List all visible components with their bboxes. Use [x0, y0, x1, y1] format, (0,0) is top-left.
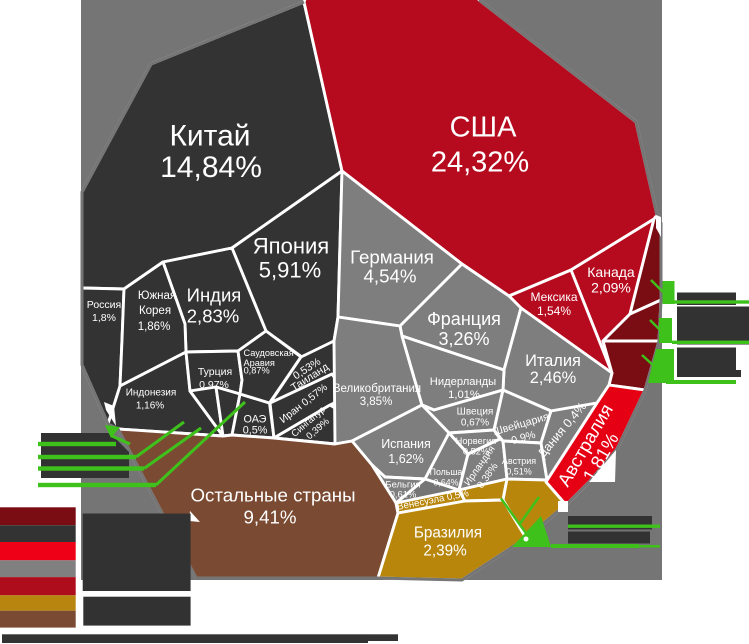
svg-text:2,09%: 2,09%	[591, 280, 631, 296]
svg-text:США: США	[450, 112, 518, 144]
svg-text:Нидерланды: Нидерланды	[430, 376, 496, 388]
svg-text:Польша: Польша	[430, 467, 463, 477]
svg-text:0,87%: 0,87%	[244, 366, 270, 376]
svg-text:Великобритания: Великобритания	[333, 383, 421, 395]
svg-text:Россия: Россия	[87, 299, 121, 311]
svg-text:2,83%: 2,83%	[187, 306, 239, 327]
svg-text:1,54%: 1,54%	[537, 304, 571, 318]
svg-text:Остальные страны: Остальные страны	[190, 485, 355, 506]
svg-text:Бразилия: Бразилия	[414, 525, 482, 542]
svg-text:Австрия: Австрия	[502, 456, 536, 466]
svg-text:Китай: Китай	[169, 120, 250, 153]
svg-text:Турция: Турция	[198, 366, 232, 378]
svg-text:Канада: Канада	[587, 264, 635, 280]
svg-text:1,62%: 1,62%	[388, 452, 423, 466]
svg-text:Швеция: Швеция	[457, 407, 494, 418]
svg-text:14,84%: 14,84%	[160, 151, 262, 184]
svg-text:9,41%: 9,41%	[244, 507, 297, 528]
svg-text:2,39%: 2,39%	[423, 543, 467, 560]
svg-text:Германия: Германия	[350, 247, 434, 268]
svg-text:Мексика: Мексика	[530, 290, 577, 304]
svg-text:1,01%: 1,01%	[448, 389, 480, 401]
svg-text:Аравия: Аравия	[244, 358, 275, 368]
svg-text:Саудовская: Саудовская	[244, 348, 294, 358]
svg-text:Япония: Япония	[253, 234, 329, 259]
svg-text:0,97%: 0,97%	[199, 379, 229, 391]
svg-text:3,26%: 3,26%	[438, 329, 489, 349]
svg-text:3,85%: 3,85%	[360, 396, 393, 408]
svg-text:0,64%: 0,64%	[434, 478, 459, 488]
svg-text:ОАЭ: ОАЭ	[244, 414, 267, 426]
svg-text:Бельгия: Бельгия	[385, 479, 420, 490]
svg-text:1,8%: 1,8%	[92, 312, 116, 324]
svg-text:0,61%: 0,61%	[390, 489, 417, 500]
svg-text:2,46%: 2,46%	[530, 369, 576, 387]
svg-text:Италия: Италия	[525, 352, 581, 370]
svg-text:24,32%: 24,32%	[431, 147, 529, 179]
svg-text:0,51%: 0,51%	[506, 467, 532, 477]
svg-text:1,86%: 1,86%	[138, 321, 171, 333]
svg-text:5,91%: 5,91%	[259, 258, 321, 283]
svg-text:0,5%: 0,5%	[243, 425, 268, 437]
svg-text:0,52%: 0,52%	[463, 447, 489, 457]
svg-text:Южная: Южная	[138, 290, 176, 302]
svg-text:Корея: Корея	[139, 305, 171, 317]
svg-text:Индонезия: Индонезия	[126, 388, 177, 399]
svg-text:Индия: Индия	[187, 285, 242, 306]
svg-text:Норвегия: Норвегия	[456, 436, 497, 446]
svg-text:Франция: Франция	[427, 309, 501, 329]
svg-text:Испания: Испания	[381, 437, 431, 451]
svg-text:1,16%: 1,16%	[136, 401, 164, 412]
svg-text:4,54%: 4,54%	[364, 266, 417, 287]
svg-text:0,67%: 0,67%	[461, 418, 489, 429]
